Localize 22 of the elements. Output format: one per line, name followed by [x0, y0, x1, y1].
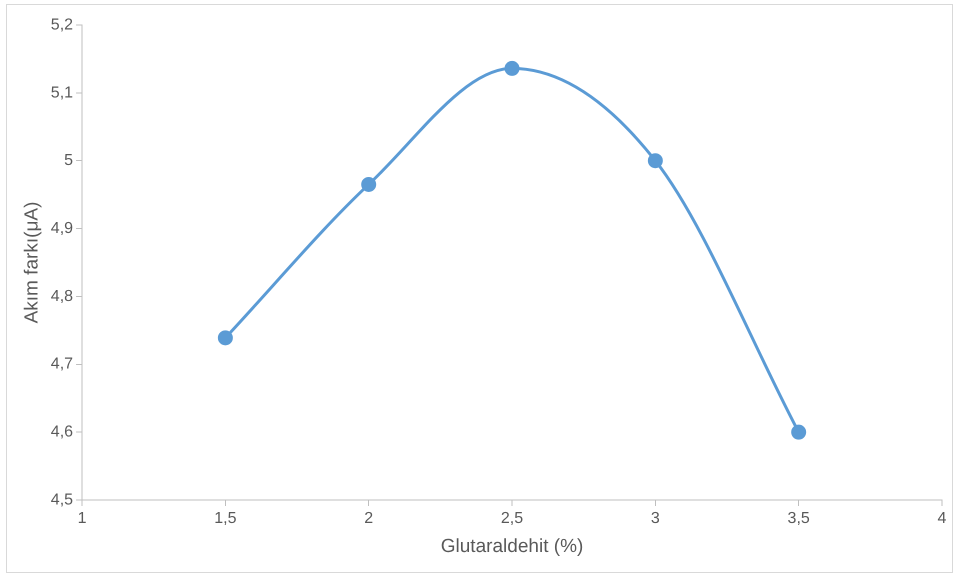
x-axis-title: Glutaraldehit (%)	[440, 536, 584, 557]
x-tick-label: 2	[364, 510, 374, 528]
y-tick-label: 4,7	[50, 356, 74, 373]
x-tick-label: 4	[938, 510, 947, 528]
y-tick-label: 4,8	[50, 288, 74, 305]
x-tick-label: 1,5	[214, 510, 237, 528]
y-tick-label: 4,9	[50, 220, 74, 237]
x-tick-label: 1	[78, 510, 87, 528]
point	[218, 330, 233, 346]
y-tick-label: 4,6	[50, 424, 74, 441]
x-tick-label: 3	[650, 510, 660, 528]
y-tick-label: 5,2	[50, 16, 74, 34]
y-tick-label: 4,5	[50, 491, 74, 508]
point	[648, 153, 663, 168]
y-axis-title: Akım farkı(μA)	[22, 202, 43, 324]
point	[504, 60, 520, 76]
x-tick-label: 2,5	[500, 510, 524, 528]
y-tick-label: 5,1	[50, 84, 74, 102]
point	[791, 424, 806, 440]
point	[361, 176, 376, 192]
x-tick-label: 3,5	[788, 510, 810, 528]
y-tick-label: 5	[64, 152, 74, 170]
